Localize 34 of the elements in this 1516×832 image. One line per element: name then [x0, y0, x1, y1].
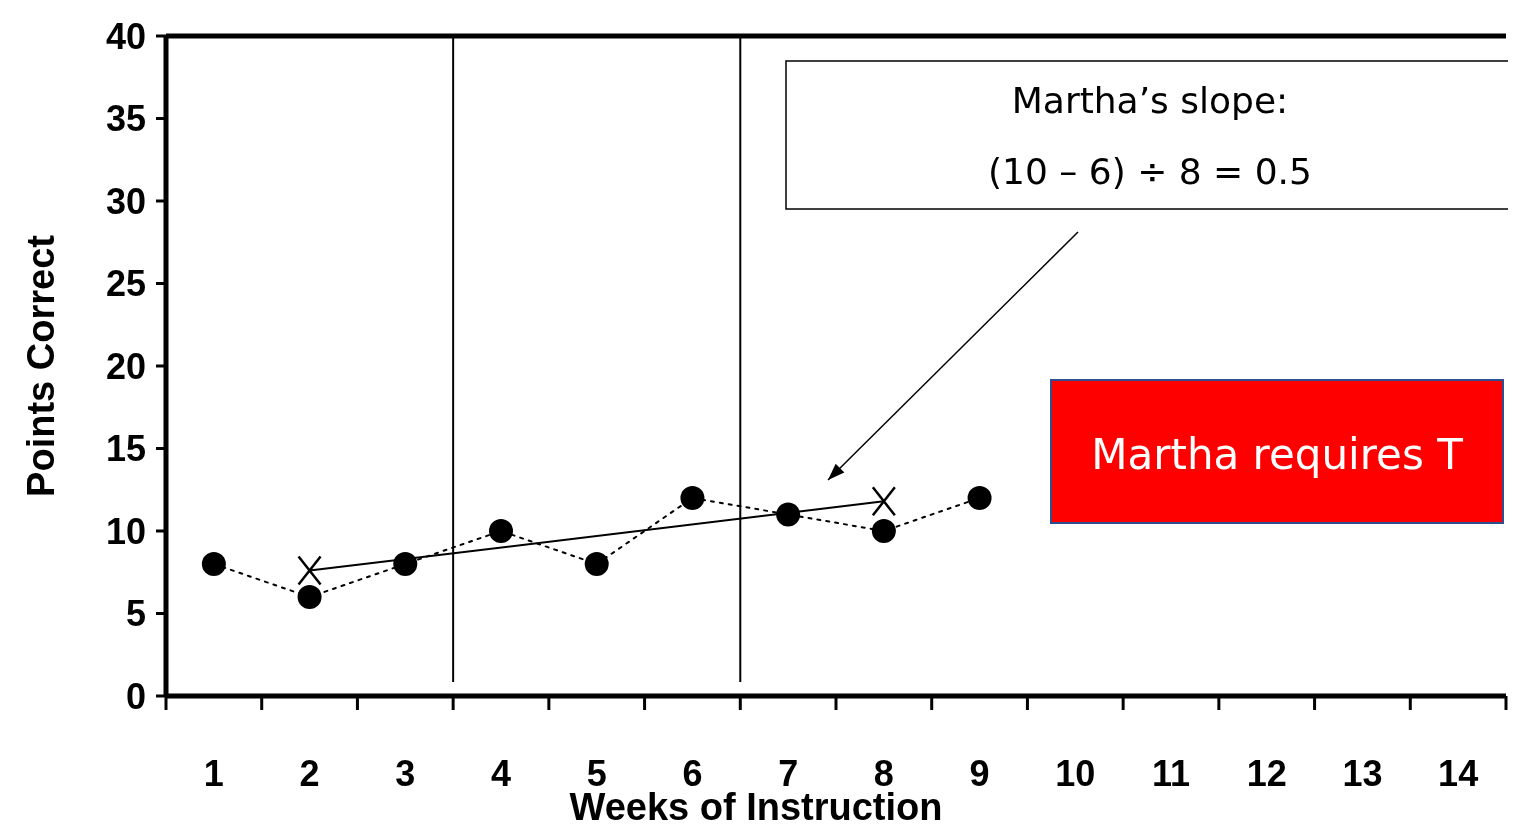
y-tick-label: 40 — [105, 15, 146, 57]
x-tick-label: 4 — [490, 752, 512, 794]
x-tick-label: 2 — [299, 752, 320, 794]
point — [584, 552, 609, 576]
y-tick-label: 30 — [105, 180, 146, 222]
x-tick-label: 9 — [969, 752, 990, 794]
y-tick-label: 35 — [105, 98, 146, 140]
y-axis-title: Points Correct — [20, 234, 62, 497]
x-tick-label: 13 — [1342, 752, 1383, 794]
point — [297, 555, 322, 586]
annotation: (10 – 6) ÷ 8 = 0.5 — [988, 150, 1312, 192]
x-tick-label: 10 — [1055, 752, 1096, 794]
point — [871, 519, 896, 543]
x-tick-label: 1 — [203, 752, 224, 794]
annotation: Martha’s slope: — [1011, 79, 1289, 121]
point — [680, 486, 705, 510]
annotation: Martha requires T — [1091, 429, 1464, 479]
point — [201, 552, 226, 576]
point — [393, 552, 418, 576]
point — [871, 486, 897, 517]
point — [489, 519, 513, 543]
x-tick-label: 12 — [1246, 752, 1287, 794]
x-tick-label: 14 — [1438, 752, 1479, 794]
y-tick-label: 5 — [125, 593, 146, 635]
y-tick-label: 0 — [125, 675, 146, 717]
y-tick-label: 10 — [105, 510, 146, 552]
x-tick-label: 11 — [1151, 752, 1191, 794]
point — [776, 502, 801, 527]
point — [967, 486, 992, 510]
x-tick-label: 3 — [395, 752, 416, 794]
point — [297, 585, 322, 609]
y-tick-label: 25 — [105, 263, 146, 305]
y-tick-label: 15 — [105, 428, 146, 470]
y-tick-label: 20 — [105, 345, 146, 387]
